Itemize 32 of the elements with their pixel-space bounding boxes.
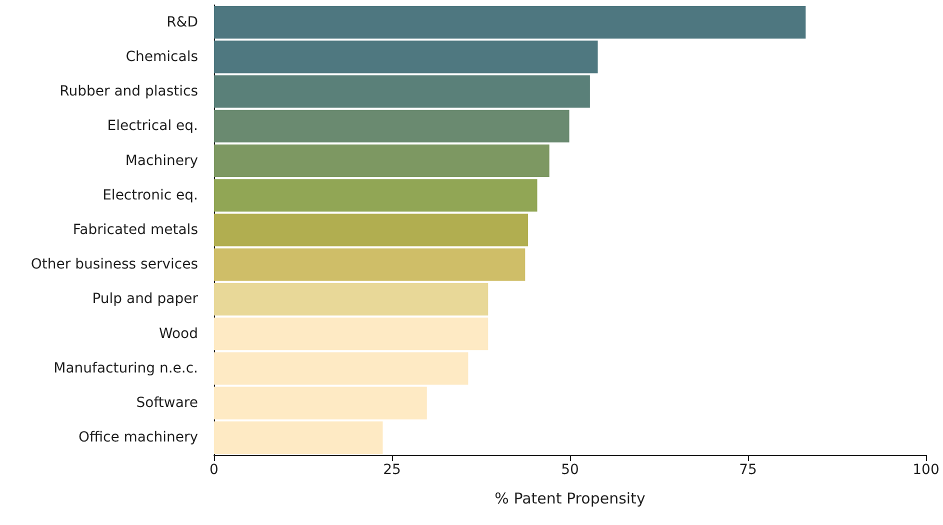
bar [214,40,598,74]
y-tick-label: Electronic eq. [102,187,198,204]
y-tick-label: Software [136,395,198,412]
y-tick-label: Fabricated metals [72,222,198,238]
bar [214,421,383,454]
y-tick-label: Office machinery [78,430,198,446]
x-axis-title: % Patent Propensity [494,490,646,508]
y-tick-label: Machinery [125,152,198,169]
y-tick-label: Chemicals [126,48,198,65]
bar [214,318,488,350]
y-tick-label: R&D [166,14,198,30]
x-tick-label: 50 [561,462,579,478]
bar [214,110,570,142]
x-tick-label: 75 [739,462,757,478]
x-tick-label: 25 [383,462,401,478]
bar [214,6,806,39]
bar [214,248,526,281]
y-tick-label: Electrical eq. [107,118,198,134]
y-tick-label: Wood [158,326,198,342]
y-tick-label: Other business services [30,256,198,273]
bar [214,386,427,420]
y-tick-label: Pulp and paper [92,291,198,308]
bar [214,214,528,246]
bar [214,144,550,178]
bar [214,352,468,385]
bar [214,282,488,316]
x-tick-label: 0 [210,462,218,478]
bar [214,75,590,108]
x-tick-label: 100 [912,462,940,478]
bar [214,179,538,212]
y-tick-label: Manufacturing n.e.c. [54,360,198,376]
y-tick-label: Rubber and plastics [60,84,198,100]
